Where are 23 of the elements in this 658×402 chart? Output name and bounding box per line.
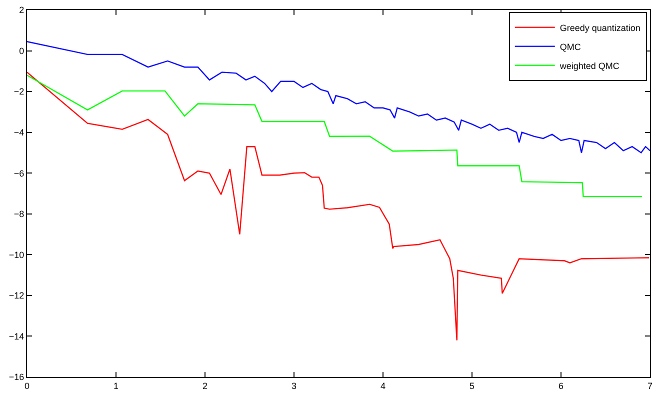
y-tick-label: −2 xyxy=(14,86,24,97)
y-tick-label: −16 xyxy=(8,372,24,382)
legend-label: QMC xyxy=(560,42,582,52)
legend-label: weighted QMC xyxy=(558,60,620,71)
line-series xyxy=(27,74,643,198)
y-tick-label: −10 xyxy=(8,250,24,260)
y-tick-label: 0 xyxy=(19,46,24,56)
x-tick-label: 4 xyxy=(380,380,386,391)
y-tick-label: −8 xyxy=(14,209,24,220)
y-tick-label: −6 xyxy=(14,168,24,178)
x-tick-label: 7 xyxy=(647,380,653,391)
line-series xyxy=(27,72,650,341)
y-tick-label: 2 xyxy=(19,5,24,16)
line-series xyxy=(27,41,650,154)
x-tick-label: 3 xyxy=(291,380,297,391)
legend-label: Greedy quantization xyxy=(560,22,640,33)
x-tick-label: 2 xyxy=(202,380,208,391)
x-tick-label: 6 xyxy=(558,380,564,391)
y-tick-label: −12 xyxy=(8,290,24,301)
y-tick-label: −14 xyxy=(8,331,24,342)
x-tick-label: 5 xyxy=(469,380,475,391)
x-tick-label: 1 xyxy=(113,380,119,391)
y-tick-label: −4 xyxy=(14,127,24,138)
